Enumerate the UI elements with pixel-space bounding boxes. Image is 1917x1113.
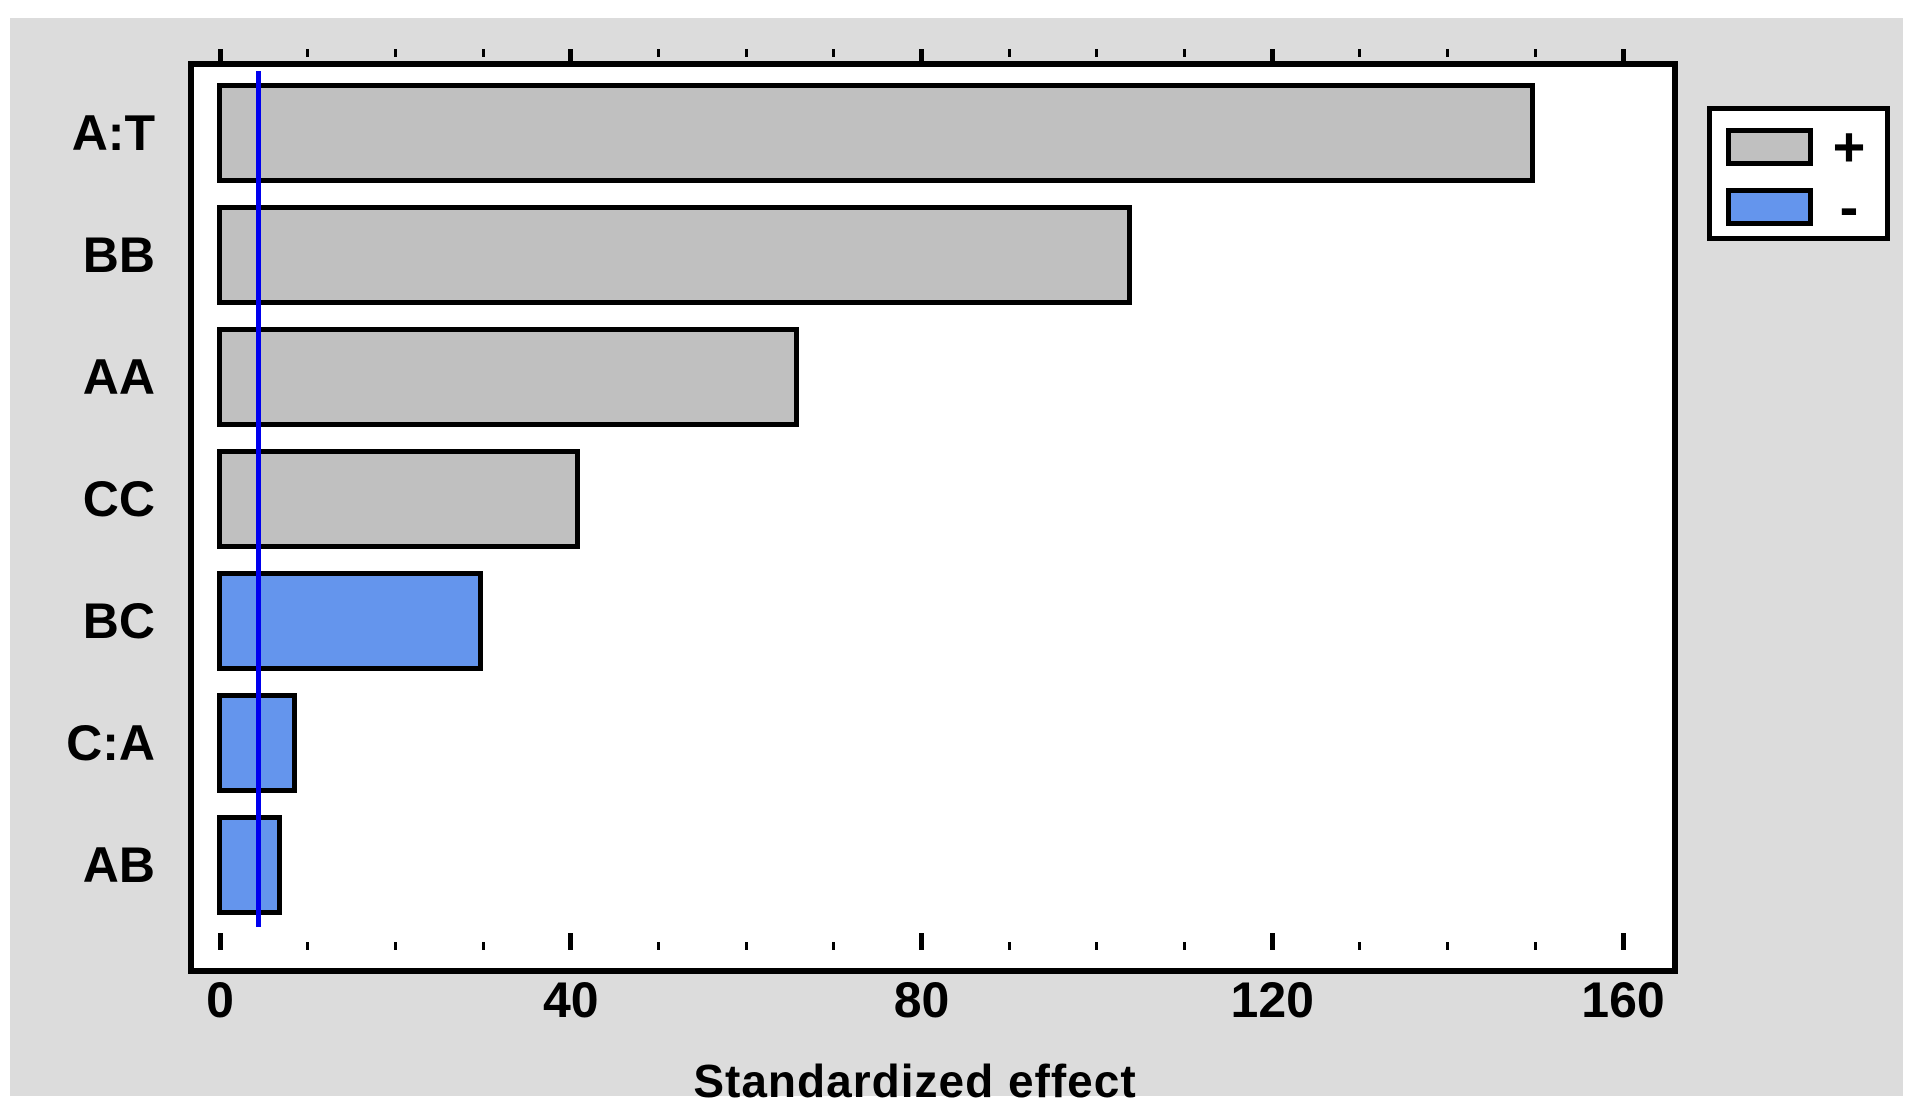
minor-tick xyxy=(744,942,748,950)
legend-swatch-negative xyxy=(1726,188,1813,226)
bar-AB xyxy=(217,815,283,915)
minor-tick xyxy=(1007,49,1011,57)
major-tick xyxy=(919,49,924,66)
minor-tick xyxy=(306,49,310,57)
minor-tick xyxy=(744,49,748,57)
major-tick xyxy=(568,933,574,950)
bar-BB xyxy=(217,205,1132,305)
minor-tick xyxy=(306,942,310,950)
major-tick xyxy=(1620,49,1626,66)
major-tick xyxy=(217,933,223,950)
minor-tick xyxy=(1446,942,1450,950)
minor-tick xyxy=(1095,49,1099,57)
legend-item-label: - xyxy=(1839,175,1859,238)
minor-tick xyxy=(1183,49,1187,57)
minor-tick xyxy=(656,942,660,950)
category-label-A:T: A:T xyxy=(71,105,155,161)
minor-tick xyxy=(832,942,836,950)
major-tick xyxy=(1620,933,1626,950)
bar-BC xyxy=(217,571,484,671)
minor-tick xyxy=(1358,49,1362,57)
category-label-C:A: C:A xyxy=(66,715,155,771)
x-tick-label: 40 xyxy=(542,972,599,1028)
minor-tick xyxy=(393,942,397,950)
minor-tick xyxy=(832,49,836,57)
minor-tick xyxy=(1446,49,1450,57)
minor-tick xyxy=(393,49,397,57)
minor-tick xyxy=(1533,942,1537,950)
category-label-AA: AA xyxy=(82,349,155,405)
category-label-BB: BB xyxy=(82,227,155,283)
bar-A:T xyxy=(217,83,1536,183)
minor-tick xyxy=(481,942,485,950)
major-tick xyxy=(217,49,223,66)
legend-row: + xyxy=(1712,119,1885,175)
x-tick-label: 160 xyxy=(1581,972,1665,1028)
bar-CC xyxy=(217,449,580,549)
minor-tick xyxy=(1007,942,1011,950)
legend-item-label: + xyxy=(1832,115,1866,178)
category-label-CC: CC xyxy=(82,471,155,527)
legend: + - xyxy=(1707,106,1890,241)
major-tick xyxy=(919,933,924,950)
x-tick-label: 0 xyxy=(206,972,234,1028)
x-tick-label: 80 xyxy=(893,972,950,1028)
major-tick xyxy=(568,49,574,66)
x-axis-title: Standardized effect xyxy=(693,1055,1137,1107)
legend-swatch-positive xyxy=(1726,128,1813,166)
minor-tick xyxy=(481,49,485,57)
minor-tick xyxy=(656,49,660,57)
x-tick-label: 120 xyxy=(1230,972,1314,1028)
category-label-BC: BC xyxy=(82,593,155,649)
minor-tick xyxy=(1095,942,1099,950)
major-tick xyxy=(1269,49,1275,66)
category-label-AB: AB xyxy=(82,837,155,893)
chart-panel: 0 40 80 120 160 A:T BB AA CC BC C:A AB Standardize… xyxy=(10,18,1903,1107)
minor-tick xyxy=(1358,942,1362,950)
minor-tick xyxy=(1533,49,1537,57)
legend-row: - xyxy=(1712,179,1885,235)
bar-AA xyxy=(217,327,799,427)
major-tick xyxy=(1269,933,1275,950)
minor-tick xyxy=(1183,942,1187,950)
reference-line xyxy=(256,71,262,927)
